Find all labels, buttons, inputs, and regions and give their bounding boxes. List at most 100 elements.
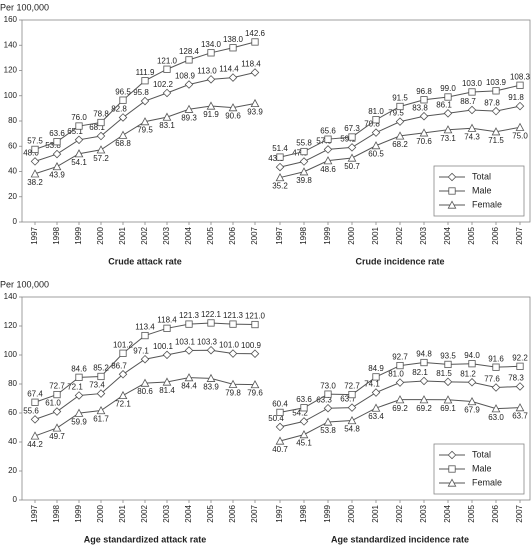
x-tick-label: 2004 <box>443 226 452 244</box>
x-tick-label: 2003 <box>162 226 171 244</box>
x-tick-label: 2001 <box>371 504 380 522</box>
marker <box>323 417 333 426</box>
data-label: 49.7 <box>49 432 65 441</box>
marker <box>162 377 172 386</box>
legend-text: Female <box>472 199 502 209</box>
data-label: 74.1 <box>364 380 380 389</box>
data-label: 50.4 <box>268 414 284 423</box>
data-label: 40.7 <box>272 445 288 454</box>
y-tick-label: 160 <box>4 15 18 24</box>
data-label: 78.3 <box>508 374 524 383</box>
data-label: 69.2 <box>392 404 408 413</box>
x-tick-label: 2004 <box>184 504 193 522</box>
marker <box>347 415 357 425</box>
marker <box>206 101 216 110</box>
data-label: 43.9 <box>49 171 65 180</box>
marker <box>184 104 194 113</box>
data-label: 83.1 <box>159 121 175 130</box>
data-label: 128.4 <box>179 47 200 56</box>
marker <box>207 319 215 327</box>
marker <box>323 403 333 413</box>
marker <box>323 156 333 165</box>
marker <box>467 377 477 387</box>
marker <box>419 395 429 404</box>
x-tick-label: 1997 <box>30 504 39 522</box>
marker <box>516 362 524 370</box>
data-label: 78.8 <box>93 110 109 119</box>
marker <box>443 377 453 387</box>
marker <box>515 122 525 131</box>
marker <box>185 56 193 64</box>
marker <box>299 167 309 176</box>
legend-text: Male <box>472 185 492 195</box>
data-label: 82.8 <box>111 105 127 114</box>
data-label: 69.1 <box>440 404 456 413</box>
data-label: 89.3 <box>181 113 197 122</box>
marker <box>140 354 150 364</box>
data-label: 54.2 <box>292 409 308 418</box>
data-label: 57.2 <box>93 154 109 163</box>
data-label: 118.4 <box>241 60 261 69</box>
marker <box>516 81 524 89</box>
marker <box>467 105 477 115</box>
data-label: 79.6 <box>247 389 263 398</box>
marker <box>395 378 405 387</box>
marker <box>96 131 106 141</box>
data-label: 91.8 <box>508 93 524 102</box>
data-label: 91.9 <box>203 110 219 119</box>
marker <box>447 172 457 182</box>
data-label: 57.5 <box>27 137 43 146</box>
x-tick-label: 2005 <box>206 504 215 522</box>
data-label: 96.8 <box>416 87 432 96</box>
legend-text: Total <box>472 171 491 181</box>
marker <box>206 345 216 355</box>
data-label: 39.8 <box>296 176 312 185</box>
marker <box>119 349 127 357</box>
marker <box>467 123 477 132</box>
y-tick-label: 60 <box>8 141 17 150</box>
marker <box>118 370 128 379</box>
data-label: 44.2 <box>27 440 43 449</box>
marker <box>140 378 150 387</box>
y-tick-label: 40 <box>8 437 17 446</box>
data-label: 84.4 <box>181 382 197 391</box>
marker <box>162 350 172 360</box>
marker <box>347 403 357 412</box>
marker <box>30 157 40 166</box>
marker <box>492 363 500 371</box>
marker <box>30 169 40 178</box>
data-label: 92.2 <box>512 353 528 362</box>
marker <box>141 77 149 85</box>
marker <box>371 388 381 397</box>
marker <box>206 373 216 382</box>
x-tick-label: 1998 <box>299 504 308 522</box>
marker <box>419 376 429 386</box>
data-label: 121.0 <box>245 312 266 321</box>
data-label: 70.6 <box>416 137 432 146</box>
data-label: 61.7 <box>93 415 109 424</box>
marker <box>97 118 105 127</box>
x-tick-label: 2003 <box>419 504 428 522</box>
data-label: 97.1 <box>133 346 149 355</box>
marker <box>395 117 405 126</box>
data-label: 81.5 <box>436 369 452 378</box>
y-tick-label: 100 <box>4 350 18 359</box>
marker <box>52 407 62 416</box>
data-label: 121.3 <box>223 311 244 320</box>
data-label: 103.1 <box>175 338 196 347</box>
marker <box>228 103 238 112</box>
marker <box>443 109 453 118</box>
marker <box>275 173 285 182</box>
x-tick-label: 2001 <box>118 226 127 244</box>
data-label: 121.0 <box>157 56 178 65</box>
marker <box>371 141 381 150</box>
marker <box>491 106 501 116</box>
x-tick-label: 2001 <box>118 504 127 522</box>
data-label: 47.9 <box>292 149 308 158</box>
plot-frame <box>21 296 531 501</box>
marker <box>229 320 237 328</box>
data-label: 65.6 <box>320 126 336 135</box>
data-label: 72.1 <box>67 383 83 392</box>
data-label: 84.9 <box>368 364 384 373</box>
data-label: 53.8 <box>45 141 61 150</box>
